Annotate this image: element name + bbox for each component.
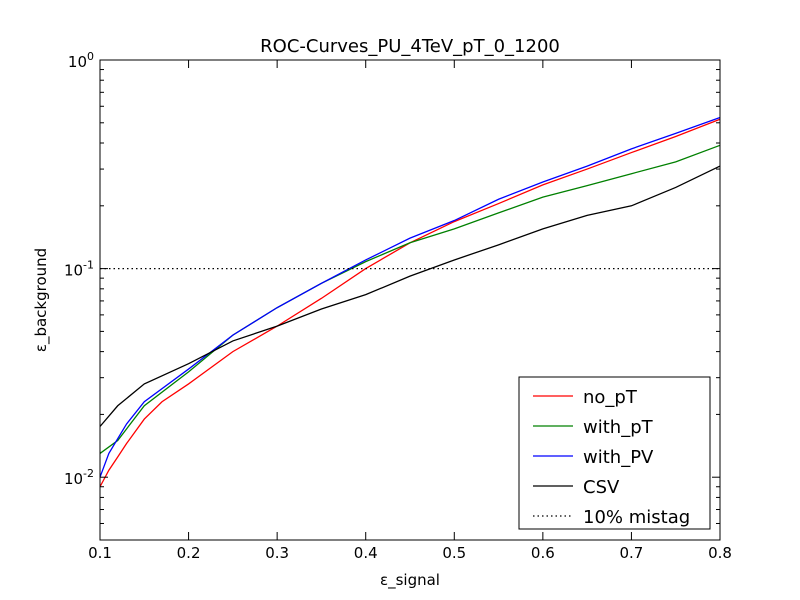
legend-box <box>518 376 711 530</box>
legend-label: with_PV <box>583 447 654 468</box>
plot-frame <box>99 59 721 541</box>
x-tick-label: 0.3 <box>265 544 289 562</box>
x-tick-label: 0.8 <box>708 544 732 562</box>
x-tick-label: 0.1 <box>88 544 112 562</box>
y-tick-label: 10-1 <box>64 259 94 280</box>
legend-label: with_pT <box>583 417 654 438</box>
y-axis-label: ε_background <box>32 248 51 352</box>
series-line-with-pv <box>99 116 721 478</box>
y-tick-label: 10-2 <box>64 467 94 488</box>
x-tick-label: 0.6 <box>531 544 555 562</box>
plot-lines <box>99 116 721 488</box>
x-tick-label: 0.5 <box>442 544 466 562</box>
legend: no_pT with_pT with_PV CSV 10% mistag <box>518 376 711 530</box>
x-tick-label: 0.4 <box>354 544 378 562</box>
series-line-no-pt <box>99 118 721 488</box>
legend-label: 10% mistag <box>583 507 690 528</box>
chart-title: ROC-Curves_PU_4TeV_pT_0_1200 <box>260 36 560 57</box>
x-tick-label: 0.2 <box>177 544 201 562</box>
series-line-with-pt <box>99 144 721 454</box>
series-line-csv <box>99 165 721 427</box>
x-tick-label: 0.7 <box>619 544 643 562</box>
y-tick-label: 100 <box>68 50 94 71</box>
x-axis-label: ε_signal <box>380 571 440 590</box>
axis-ticks: 0.1 0.2 0.3 0.4 0.5 0.6 0.7 0.8 100 10-1 10-2 <box>64 50 732 562</box>
legend-label: no_pT <box>583 387 638 408</box>
legend-label: CSV <box>583 477 620 498</box>
